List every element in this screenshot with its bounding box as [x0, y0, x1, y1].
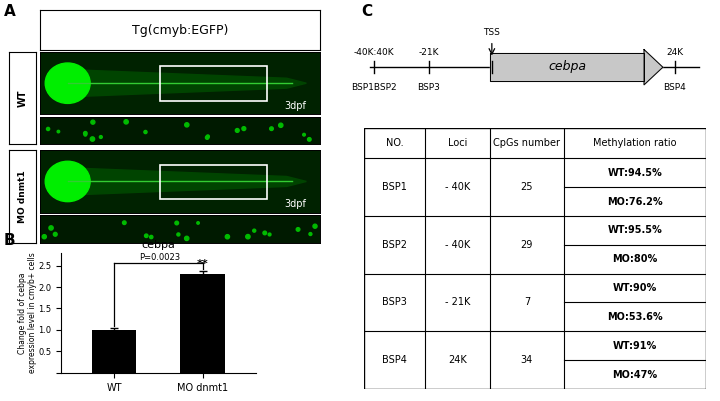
Text: WT: WT: [17, 89, 27, 107]
Text: TSS: TSS: [483, 28, 500, 37]
Text: - 40K: - 40K: [445, 182, 470, 192]
Ellipse shape: [45, 161, 90, 202]
Text: MO:53.6%: MO:53.6%: [607, 312, 662, 322]
Text: 29: 29: [521, 240, 533, 250]
Text: WT:90%: WT:90%: [613, 283, 657, 293]
Text: C: C: [361, 4, 372, 19]
Text: WT:91%: WT:91%: [613, 341, 657, 351]
Text: Methylation ratio: Methylation ratio: [593, 138, 676, 148]
Text: 3dpf: 3dpf: [284, 199, 306, 209]
Text: - 40K: - 40K: [445, 240, 470, 250]
Bar: [92, 330, 136, 373]
Text: BSP1: BSP1: [382, 182, 407, 192]
Text: BSP3: BSP3: [417, 83, 440, 92]
Text: - 21K: - 21K: [445, 298, 470, 308]
Point: [345, 11, 356, 18]
Text: -21K: -21K: [418, 48, 438, 57]
Point: [279, 92, 290, 99]
Text: BSP4: BSP4: [663, 83, 686, 92]
Text: MO:47%: MO:47%: [612, 370, 657, 380]
Text: B: B: [4, 233, 15, 247]
Title: cebpa: cebpa: [141, 241, 176, 251]
Polygon shape: [644, 50, 663, 85]
Text: 25: 25: [521, 182, 533, 192]
Text: MO dnmt1: MO dnmt1: [18, 170, 27, 223]
Text: CpGs number: CpGs number: [493, 138, 560, 148]
Text: WT:94.5%: WT:94.5%: [607, 168, 662, 178]
Point: [590, 40, 602, 46]
Polygon shape: [68, 168, 306, 195]
Bar: [181, 274, 225, 373]
Text: MO:80%: MO:80%: [612, 254, 657, 264]
Text: A: A: [4, 4, 15, 19]
Y-axis label: Change fold of cebpa
expression level in cmyb+ cells: Change fold of cebpa expression level in…: [17, 252, 37, 373]
Point: [317, 150, 328, 156]
Polygon shape: [68, 69, 306, 97]
Text: 24K: 24K: [449, 355, 467, 365]
Text: 3dpf: 3dpf: [284, 101, 306, 111]
Text: BSP1BSP2: BSP1BSP2: [351, 83, 397, 92]
Text: 24K: 24K: [666, 48, 683, 57]
Text: 34: 34: [521, 355, 533, 365]
Text: P=0.0023: P=0.0023: [139, 253, 180, 262]
Text: 7: 7: [523, 298, 530, 308]
Text: -40K:40K: -40K:40K: [354, 48, 394, 57]
Point: [217, 172, 228, 178]
Text: WT:95.5%: WT:95.5%: [607, 225, 662, 235]
Point: [590, 27, 601, 33]
Text: cebpa: cebpa: [548, 60, 586, 73]
Text: BSP2: BSP2: [382, 240, 407, 250]
Text: BSP4: BSP4: [382, 355, 407, 365]
Text: Tg(cmyb:EGFP): Tg(cmyb:EGFP): [132, 24, 228, 36]
Point: [654, 79, 666, 85]
Text: NO.: NO.: [386, 138, 403, 148]
Text: MO:76.2%: MO:76.2%: [607, 196, 662, 207]
Polygon shape: [490, 53, 644, 81]
Text: **: **: [197, 259, 209, 269]
Text: Loci: Loci: [448, 138, 467, 148]
Text: BSP3: BSP3: [382, 298, 407, 308]
Ellipse shape: [45, 63, 90, 103]
